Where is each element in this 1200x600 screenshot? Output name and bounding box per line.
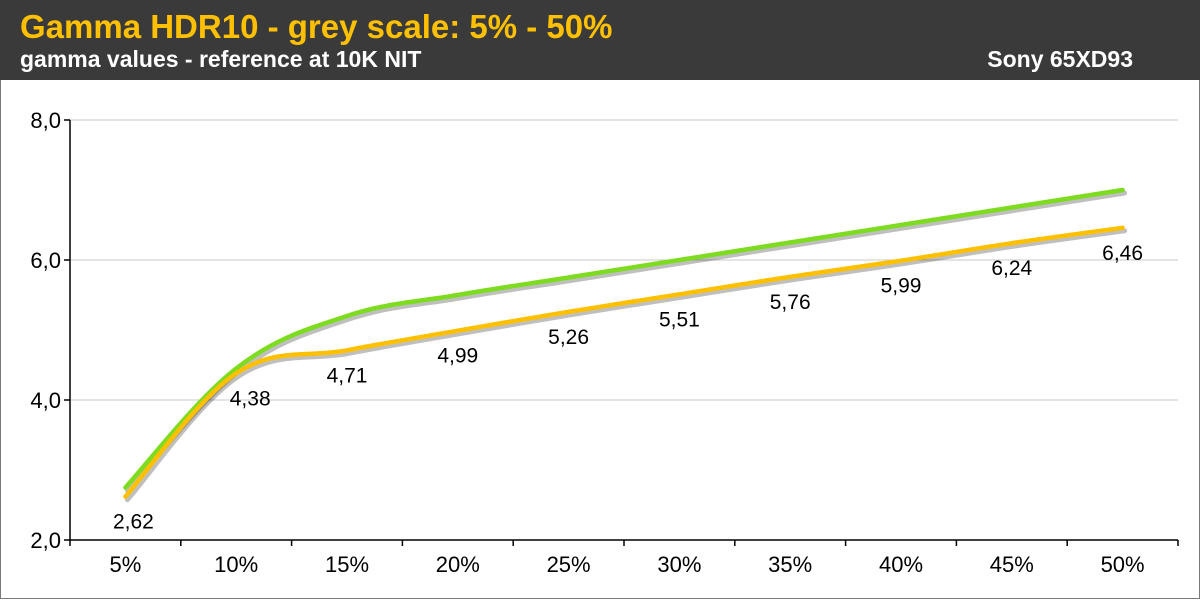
x-tick-label: 35%: [768, 552, 812, 577]
x-tick-label: 10%: [214, 552, 258, 577]
data-label: 6,24: [991, 257, 1032, 280]
x-tick-label: 25%: [547, 552, 591, 577]
axes: 2,0 4,0 6,0 8,0 5% 10% 15% 20% 25% 30% 35% 40% 45% 50…: [30, 108, 1179, 577]
reference-gamma-line: [123, 187, 1125, 490]
x-tick-label: 5%: [110, 552, 142, 577]
data-label: 4,71: [327, 364, 368, 387]
x-tick-label: 50%: [1101, 552, 1145, 577]
y-tick-label: 4,0: [30, 388, 61, 413]
x-tick-label: 15%: [325, 552, 369, 577]
chart-header: Gamma HDR10 - grey scale: 5% - 50% gamma…: [0, 0, 1200, 80]
chart-title: Gamma HDR10 - grey scale: 5% - 50%: [20, 8, 613, 45]
data-label: 2,62: [113, 511, 154, 534]
device-name: Sony 65XD93: [987, 46, 1133, 72]
y-tick-label: 2,0: [30, 528, 61, 553]
series-lines: [123, 187, 1128, 503]
series-line-shadow: [124, 190, 1128, 493]
data-label: 5,26: [548, 326, 589, 349]
data-label: 5,76: [770, 291, 811, 314]
data-label: 4,38: [230, 387, 271, 410]
x-tick-label: 40%: [879, 552, 923, 577]
grid-lines: [70, 119, 1178, 401]
measured-gamma-line: [123, 225, 1125, 499]
y-tick-label: 6,0: [30, 248, 61, 273]
x-tick-label: 30%: [657, 552, 701, 577]
data-label: 4,99: [437, 345, 478, 368]
series-line-shadow: [124, 228, 1128, 503]
data-label: 6,46: [1102, 242, 1143, 265]
data-label: 5,51: [659, 308, 700, 331]
x-tick-label: 20%: [436, 552, 480, 577]
data-labels: 2,62 4,38 4,71 4,99 5,26 5,51 5,76 5,99 6,24 6,46: [113, 242, 1143, 534]
data-label: 5,99: [881, 275, 922, 298]
chart-subtitle: gamma values - reference at 10K NIT: [20, 46, 422, 72]
y-tick-label: 8,0: [30, 108, 61, 133]
x-tick-label: 45%: [990, 552, 1034, 577]
